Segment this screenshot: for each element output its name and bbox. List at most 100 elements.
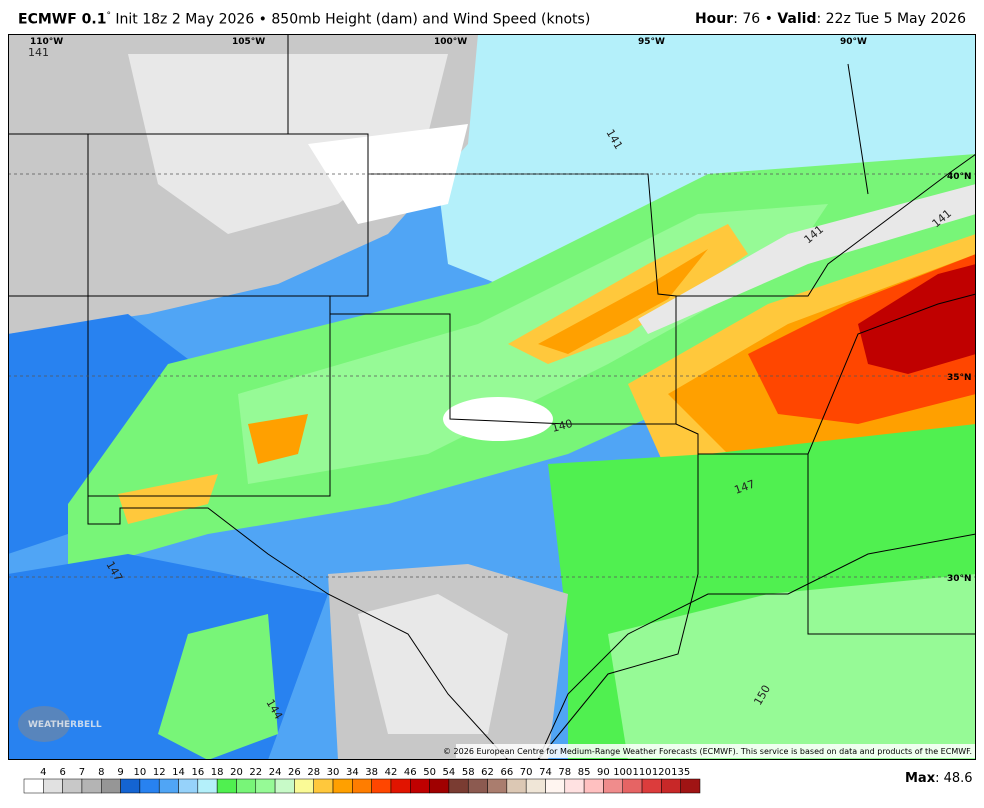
colorbar-label: 16 xyxy=(191,767,204,778)
lat-label: 35°N xyxy=(947,373,972,383)
lon-label: 90°W xyxy=(840,37,867,47)
field xyxy=(128,54,448,234)
colorbar-swatch xyxy=(545,778,566,794)
colorbar-swatch xyxy=(43,778,63,794)
colorbar-label: 74 xyxy=(539,767,552,778)
model: ECMWF 0.1 xyxy=(18,11,107,28)
description: Init 18z 2 May 2026 • 850mb Height (dam)… xyxy=(110,11,591,28)
colorbar-label: 26 xyxy=(288,767,301,778)
field xyxy=(443,397,553,441)
colorbar-swatch xyxy=(448,778,469,794)
field xyxy=(858,264,976,374)
map-fields xyxy=(8,34,976,760)
colorbar-swatch xyxy=(332,778,353,794)
colorbar-label: 9 xyxy=(117,767,123,778)
colorbar-label: 62 xyxy=(481,767,494,778)
colorbar: 4 6 7 8 9 10 12 14 16 18 20 22 24 26 28 30 34 38 42 46 50 54 5… xyxy=(23,767,701,794)
field xyxy=(438,34,976,304)
colorbar-label: 24 xyxy=(269,767,282,778)
border xyxy=(676,63,976,635)
colorbar-swatch xyxy=(410,778,430,794)
colorbar-swatch xyxy=(641,778,662,794)
boundaries xyxy=(8,34,976,760)
colorbar-swatch xyxy=(101,778,121,794)
colorbar-swatch xyxy=(429,778,450,794)
colorbar-label: 7 xyxy=(79,767,85,778)
colorbar-label: 50 xyxy=(423,767,436,778)
field xyxy=(358,594,508,734)
colorbar-swatch xyxy=(81,778,102,794)
copyright: © 2026 European Centre for Medium-Range … xyxy=(443,747,972,756)
colorbar-label: 22 xyxy=(249,767,262,778)
colorbar-label: 58 xyxy=(462,767,475,778)
colorbar-swatch xyxy=(525,778,546,794)
contour-label: 141 xyxy=(28,46,49,59)
colorbar-label: 30 xyxy=(327,767,340,778)
colorbar-swatch xyxy=(352,778,372,794)
map-labels: 110°W 105°W 100°W 95°W 90°W 40°N 35°N 30… xyxy=(30,37,972,584)
colorbar-swatch xyxy=(661,778,681,794)
colorbar-label: 6 xyxy=(59,767,65,778)
colorbar-swatch xyxy=(216,778,237,794)
copyright-bg xyxy=(456,744,976,758)
colorbar-label: 66 xyxy=(500,767,513,778)
colorbar-label: 120 xyxy=(652,767,671,778)
valid-label: Valid xyxy=(777,11,817,27)
colorbar-label: 90 xyxy=(597,767,610,778)
colorbar-label: 100 xyxy=(613,767,632,778)
colorbar-swatch xyxy=(313,778,334,794)
colorbar-swatch xyxy=(120,778,141,794)
header-left: ECMWF 0.1° Init 18z 2 May 2026 • 850mb H… xyxy=(18,11,590,28)
colorbar-label: 28 xyxy=(307,767,320,778)
field xyxy=(608,574,976,760)
colorbar-swatch xyxy=(583,778,604,794)
colorbar-swatch xyxy=(197,778,218,794)
colorbar-swatch xyxy=(236,778,257,794)
lon-label: 95°W xyxy=(638,37,665,47)
colorbar-swatch xyxy=(23,778,44,794)
colorbar-swatch xyxy=(371,778,392,794)
colorbar-swatch xyxy=(274,778,295,794)
lat-label: 30°N xyxy=(947,574,972,584)
colorbar-swatch xyxy=(467,778,488,794)
max-value: : 48.6 xyxy=(935,771,973,786)
colorbar-swatch xyxy=(680,778,701,794)
colorbar-label: 20 xyxy=(230,767,243,778)
logo-mark xyxy=(18,706,70,742)
colorbar-swatch xyxy=(178,778,199,794)
logo: WEATHERBELL xyxy=(28,720,102,730)
field xyxy=(538,249,708,354)
colorbar-swatch xyxy=(487,778,508,794)
field xyxy=(118,474,218,524)
colorbar-label: 10 xyxy=(134,767,147,778)
max: Max: 48.6 xyxy=(905,771,973,786)
lon-label: 100°W xyxy=(434,37,467,47)
colorbar-label: 38 xyxy=(365,767,378,778)
lat-label: 40°N xyxy=(947,172,972,182)
field xyxy=(248,414,308,464)
hour-label: Hour xyxy=(694,11,734,27)
border xyxy=(8,133,509,760)
graticule xyxy=(8,173,976,578)
map: 110°W 105°W 100°W 95°W 90°W 40°N 35°N 30… xyxy=(8,34,976,760)
colorbar-swatch xyxy=(390,778,411,794)
colorbar-label: 54 xyxy=(443,767,456,778)
map-frame xyxy=(8,34,976,760)
coast xyxy=(537,533,976,760)
max-label: Max xyxy=(905,771,936,786)
colorbar-label: 34 xyxy=(346,767,359,778)
header-right: Hour: 76 • Valid: 22z Tue 5 May 2026 xyxy=(695,11,966,27)
colorbar-label: 18 xyxy=(211,767,224,778)
colorbar-label: 14 xyxy=(172,767,185,778)
colorbar-swatch xyxy=(255,778,276,794)
colorbar-label: 46 xyxy=(404,767,417,778)
lon-label: 110°W xyxy=(30,37,63,47)
colorbar-swatch xyxy=(603,778,623,794)
colorbar-swatch xyxy=(294,778,314,794)
colorbar-label: 85 xyxy=(578,767,591,778)
colorbar-swatch xyxy=(564,778,585,794)
border xyxy=(8,34,699,760)
colorbar-swatch xyxy=(622,778,643,794)
colorbar-label: 70 xyxy=(520,767,533,778)
